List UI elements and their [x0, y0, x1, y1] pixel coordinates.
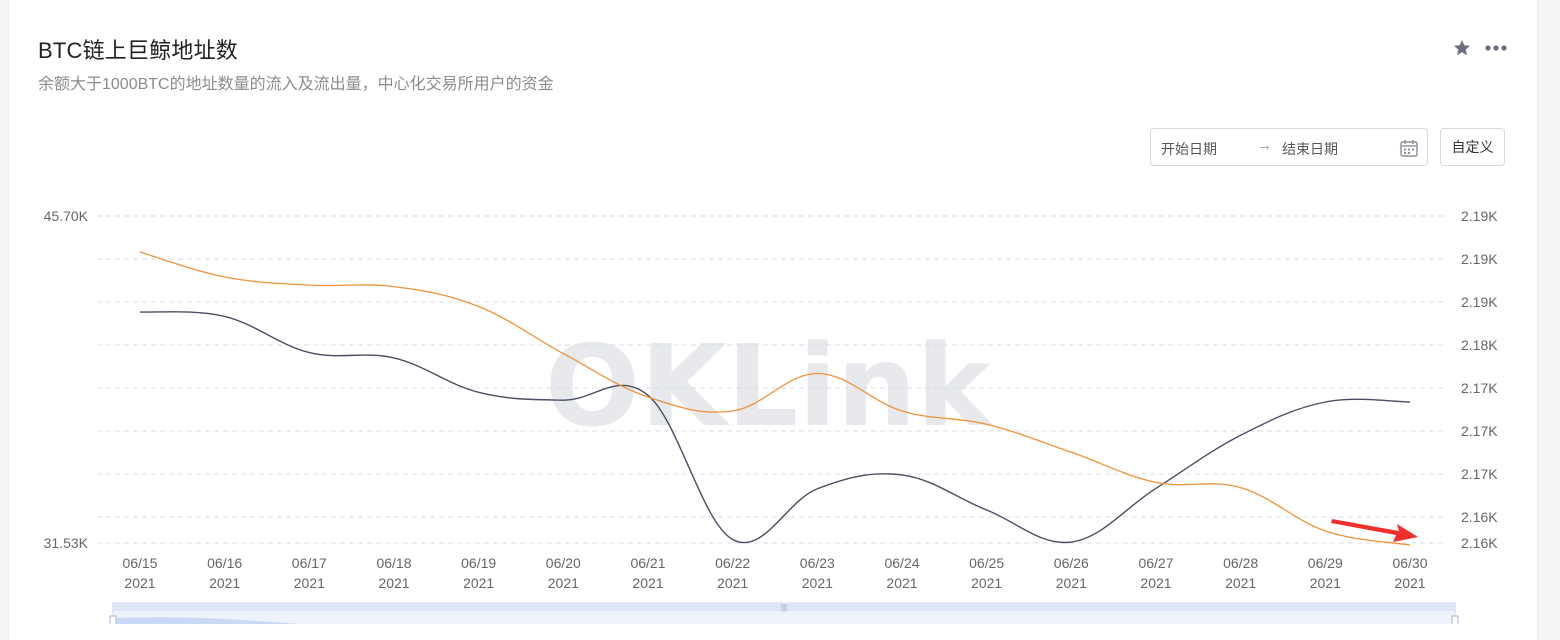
- watermark: OKLink: [545, 322, 993, 452]
- x-tick-year-label: 2021: [1056, 575, 1087, 591]
- x-tick-date-label: 06/18: [376, 555, 411, 571]
- x-tick-year-label: 2021: [1394, 575, 1425, 591]
- right-axis-tick-label: 2.19K: [1461, 208, 1498, 224]
- x-tick-date-label: 06/27: [1138, 555, 1173, 571]
- x-tick-year-label: 2021: [378, 575, 409, 591]
- x-tick-date-label: 06/28: [1223, 555, 1258, 571]
- x-tick-year-label: 2021: [209, 575, 240, 591]
- custom-range-button[interactable]: 自定义: [1440, 128, 1505, 166]
- right-axis-tick-label: 2.18K: [1461, 337, 1498, 353]
- end-date-input[interactable]: 结束日期: [1282, 141, 1338, 157]
- annotation-arrow: [1331, 519, 1418, 542]
- x-tick-year-label: 2021: [886, 575, 917, 591]
- zoom-handle-right[interactable]: [1451, 615, 1459, 624]
- zoom-slider-bar: [113, 603, 1455, 611]
- line-chart: OKLink 45.70K 31.53K 2.19K 2.19K 2.19K 2.18K 2.…: [44, 208, 1498, 624]
- x-tick-date-label: 06/20: [546, 555, 581, 571]
- calendar-icon[interactable]: [1399, 138, 1419, 158]
- zoom-handle-left[interactable]: [109, 615, 117, 624]
- series-line-dark: [139, 311, 1411, 544]
- right-axis-tick-label: 2.17K: [1461, 466, 1498, 482]
- x-tick-date-label: 06/24: [884, 555, 919, 571]
- start-date-input[interactable]: 开始日期: [1161, 141, 1217, 157]
- x-tick-year-label: 2021: [1225, 575, 1256, 591]
- series-line-orange: [139, 251, 1411, 546]
- right-axis-tick-label: 2.16K: [1461, 535, 1498, 551]
- x-tick-date-label: 06/21: [630, 555, 665, 571]
- x-tick-date-label: 06/15: [122, 555, 157, 571]
- x-tick-year-label: 2021: [1310, 575, 1341, 591]
- x-tick-year-label: 2021: [463, 575, 494, 591]
- zoom-slider-grip-icon: |||: [781, 603, 787, 612]
- chart-subtitle: 余额大于1000BTC的地址数量的流入及流出量，中心化交易所用户的资金: [38, 76, 554, 93]
- x-tick-year-label: 2021: [971, 575, 1002, 591]
- x-tick-date-label: 06/22: [715, 555, 750, 571]
- zoom-slider-preview: [113, 617, 300, 624]
- right-axis-tick-label: 2.17K: [1461, 423, 1498, 439]
- x-tick-date-label: 06/26: [1054, 555, 1089, 571]
- x-tick-year-label: 2021: [717, 575, 748, 591]
- x-tick-date-label: 06/23: [800, 555, 835, 571]
- chart-card: [8, 0, 1538, 640]
- x-tick-year-label: 2021: [1140, 575, 1171, 591]
- x-tick-date-label: 06/25: [969, 555, 1004, 571]
- right-axis-tick-label: 2.17K: [1461, 380, 1498, 396]
- more-icon[interactable]: [1484, 38, 1508, 58]
- right-axis-tick-label: 2.16K: [1461, 509, 1498, 525]
- range-arrow-icon: →: [1257, 137, 1272, 154]
- left-axis-max-label: 45.70K: [44, 208, 89, 224]
- right-axis-tick-label: 2.19K: [1461, 294, 1498, 310]
- x-tick-year-label: 2021: [124, 575, 155, 591]
- x-tick-date-label: 06/30: [1392, 555, 1427, 571]
- x-tick-year-label: 2021: [294, 575, 325, 591]
- right-axis-tick-label: 2.19K: [1461, 251, 1498, 267]
- date-range-picker[interactable]: 开始日期 → 结束日期: [1150, 128, 1428, 166]
- left-axis-min-label: 31.53K: [44, 535, 89, 551]
- chart-title: BTC链上巨鲸地址数: [38, 38, 239, 63]
- star-icon[interactable]: [1452, 38, 1472, 58]
- x-tick-date-label: 06/17: [292, 555, 327, 571]
- x-tick-date-label: 06/29: [1308, 555, 1343, 571]
- x-tick-year-label: 2021: [632, 575, 663, 591]
- x-tick-date-label: 06/19: [461, 555, 496, 571]
- x-tick-year-label: 2021: [548, 575, 579, 591]
- x-tick-date-label: 06/16: [207, 555, 242, 571]
- x-tick-year-label: 2021: [802, 575, 833, 591]
